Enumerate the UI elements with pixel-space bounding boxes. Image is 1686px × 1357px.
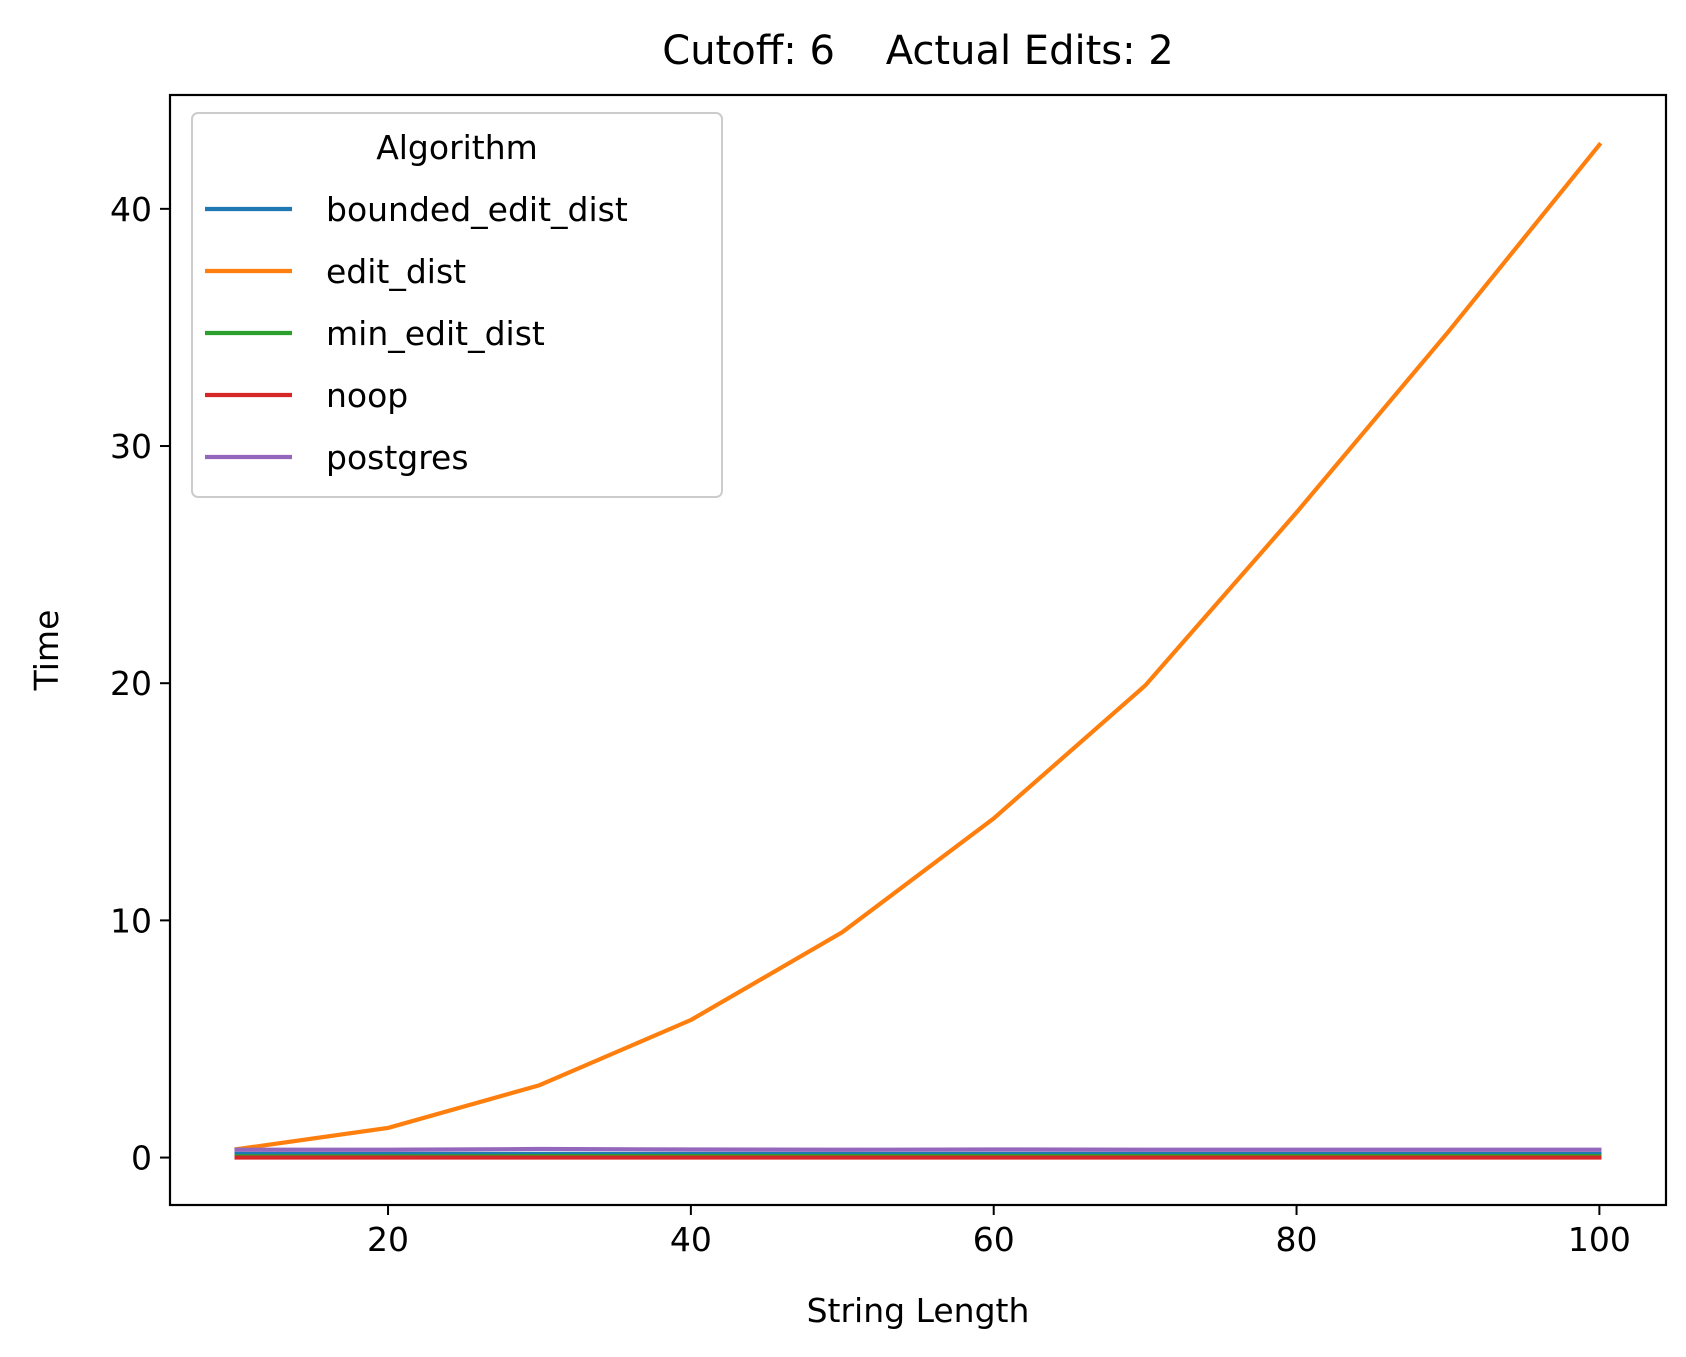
legend-label-noop: noop bbox=[326, 376, 408, 415]
series-line-edit_dist bbox=[234, 141, 1603, 1152]
y-tick-label: 30 bbox=[110, 427, 152, 466]
plot-lines bbox=[234, 141, 1603, 1160]
legend-label-edit_dist: edit_dist bbox=[326, 252, 466, 291]
x-tick-label: 100 bbox=[1568, 1220, 1631, 1259]
x-tick-label: 80 bbox=[1276, 1220, 1318, 1259]
plot-area-frame bbox=[168, 93, 1668, 1207]
y-tick-label: 10 bbox=[110, 901, 152, 940]
legend-entries: bounded_edit_dist edit_dist min_edit_distn… bbox=[205, 190, 628, 477]
legend-label-bounded_edit_dist: bounded_edit_dist bbox=[326, 190, 628, 229]
legend-box bbox=[191, 112, 723, 498]
y-axis-ticks: 0 10 20 30 40 bbox=[110, 190, 170, 1178]
x-tick-label: 20 bbox=[367, 1220, 409, 1259]
series-line-postgres bbox=[234, 1146, 1602, 1152]
legend-title: Algorithm bbox=[376, 128, 538, 167]
legend-label-min_edit_dist: min_edit_dist bbox=[326, 314, 545, 353]
x-tick-label: 40 bbox=[670, 1220, 712, 1259]
x-axis-ticks: 20 40 60 80 100 bbox=[367, 1205, 1631, 1259]
y-tick-label: 20 bbox=[110, 664, 152, 703]
y-tick-label: 40 bbox=[110, 190, 152, 229]
chart-title: Cutoff: 6 Actual Edits: 2 bbox=[662, 28, 1173, 74]
x-tick-label: 60 bbox=[973, 1220, 1015, 1259]
y-tick-label: 0 bbox=[131, 1139, 152, 1178]
x-axis-label: String Length bbox=[807, 1291, 1030, 1330]
y-axis-label: Time bbox=[27, 610, 66, 692]
legend: Algorithm bounded_edit_dist edit_dist min_… bbox=[191, 112, 723, 498]
legend-label-postgres: postgres bbox=[326, 438, 469, 477]
